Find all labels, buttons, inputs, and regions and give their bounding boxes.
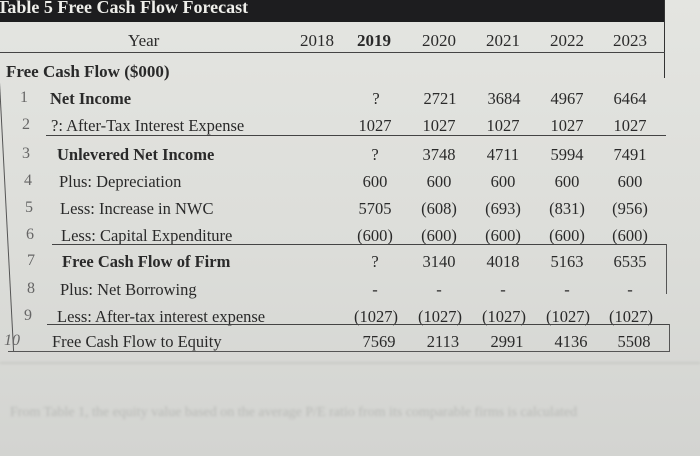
cell-value: (831): [549, 199, 585, 218]
cell-value: 3748: [422, 145, 456, 164]
cell-value: ?: [372, 89, 380, 108]
cell-value: ?: [371, 145, 379, 164]
cell-value: 4967: [550, 89, 584, 108]
row-number: 5: [25, 199, 33, 216]
cell-value: 6464: [613, 89, 647, 108]
cell-value: (600): [421, 226, 457, 245]
cell-value: (600): [357, 226, 393, 245]
cell-value: (1027): [354, 307, 398, 326]
cell-value: (956): [612, 199, 648, 218]
year-header-2019: 2019: [357, 31, 391, 50]
cell-value: (1027): [609, 307, 653, 326]
cell-value: 7569: [362, 332, 396, 351]
cell-value: 2991: [490, 332, 524, 351]
row-number: 2: [22, 116, 30, 133]
cell-value: -: [500, 280, 506, 299]
cell-value: 4018: [486, 252, 520, 271]
year-header-2018: 2018: [300, 31, 334, 50]
row-label-fcf-equity: Free Cash Flow to Equity: [52, 332, 222, 351]
cell-value: 4711: [486, 145, 520, 164]
cell-value: (600): [549, 226, 585, 245]
header-divider: [0, 52, 665, 53]
year-header-2022: 2022: [550, 31, 584, 50]
row-label-increase-nwc: Less: Increase in NWC: [60, 199, 214, 218]
cell-value: 600: [362, 172, 388, 191]
cell-value: 1027: [486, 116, 520, 135]
subtotal-rule: [46, 135, 666, 136]
subtotal-rule: [52, 244, 667, 245]
cell-value: (1027): [418, 307, 462, 326]
cell-value: 2113: [426, 332, 460, 351]
row-number: 4: [24, 172, 32, 189]
table-title: Table 5 Free Cash Flow Forecast: [0, 0, 249, 17]
year-header-2020: 2020: [422, 31, 456, 50]
cell-value: 1027: [613, 116, 647, 135]
row-number: 10: [4, 332, 20, 349]
cell-value: 7491: [613, 145, 647, 164]
row-number: 6: [26, 226, 34, 243]
row-label-net-income: Net Income: [50, 89, 132, 108]
cell-value: (600): [612, 226, 648, 245]
subtotal-rule: [47, 324, 670, 325]
section-title: Free Cash Flow ($000): [6, 62, 170, 81]
cell-value: 600: [490, 172, 516, 191]
row-label-unlevered-net-income: Unlevered Net Income: [57, 145, 215, 164]
box-border: [666, 244, 667, 294]
row-number: 8: [27, 280, 35, 297]
cell-value: (1027): [482, 307, 526, 326]
cell-value: 6535: [613, 252, 647, 271]
row-number: 3: [22, 145, 30, 162]
row-label-net-borrowing: Plus: Net Borrowing: [60, 280, 197, 299]
cell-value: 1027: [422, 116, 456, 135]
cell-value: 600: [426, 172, 452, 191]
cell-value: 5508: [617, 332, 651, 351]
table-title-bar: Table 5 Free Cash Flow Forecast: [0, 0, 665, 22]
cell-value: (1027): [546, 307, 590, 326]
row-number: 7: [27, 252, 35, 269]
cell-value: -: [627, 280, 633, 299]
footer-paragraph: From Table 1, the equity value based on …: [10, 405, 578, 420]
cell-value: 1027: [550, 116, 584, 135]
cell-value: 4136: [554, 332, 588, 351]
cell-value: -: [436, 280, 442, 299]
row-label-after-tax-interest-expense: Less: After-tax interest expense: [57, 307, 266, 326]
cell-value: 5994: [550, 145, 584, 164]
cell-value: 3140: [422, 252, 456, 271]
year-header-2023: 2023: [613, 31, 647, 50]
cell-value: 3684: [487, 89, 521, 108]
cell-value: 600: [554, 172, 580, 191]
year-header-2021: 2021: [486, 31, 520, 50]
cell-value: (608): [421, 199, 457, 218]
row-label-fcf-firm: Free Cash Flow of Firm: [62, 252, 231, 271]
cell-value: 2721: [423, 89, 457, 108]
cell-value: 5163: [550, 252, 584, 271]
cell-value: 5705: [358, 199, 392, 218]
box-border: [669, 324, 670, 352]
cell-value: -: [372, 280, 378, 299]
cell-value: 600: [617, 172, 643, 191]
row-label-depreciation: Plus: Depreciation: [59, 172, 182, 191]
year-header-label: Year: [128, 31, 160, 50]
cell-value: (693): [485, 199, 521, 218]
row-number: 1: [20, 89, 28, 106]
row-label-after-tax-interest: ?: After-Tax Interest Expense: [51, 116, 245, 135]
cell-value: 1027: [358, 116, 392, 135]
box-border: [8, 351, 670, 352]
row-number: 9: [24, 307, 32, 324]
page-shadow: [0, 362, 700, 364]
cell-value: ?: [371, 252, 379, 271]
table-border-right: [664, 0, 665, 78]
cell-value: (600): [485, 226, 521, 245]
row-label-capex: Less: Capital Expenditure: [61, 226, 233, 245]
cell-value: -: [564, 280, 570, 299]
